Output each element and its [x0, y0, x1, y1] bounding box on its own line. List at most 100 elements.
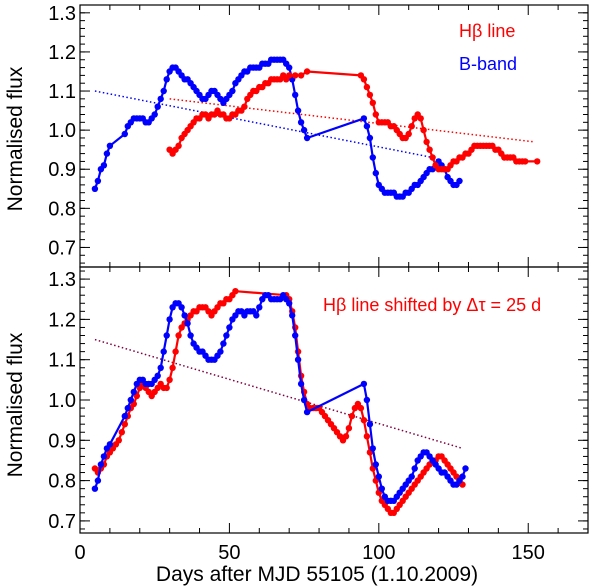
data-point — [342, 433, 350, 440]
data-point — [130, 388, 137, 396]
data-point — [127, 396, 134, 404]
data-point — [294, 107, 302, 114]
data-point — [106, 441, 114, 448]
data-point — [408, 123, 415, 130]
x-axis-title: Days after MJD 55105 (1.10.2009) — [156, 563, 478, 586]
data-point — [184, 320, 191, 327]
data-point — [292, 91, 299, 99]
data-point — [297, 380, 305, 388]
data-point — [357, 404, 365, 412]
data-point — [408, 473, 415, 480]
y-tick-label: 1.1 — [48, 350, 76, 372]
data-point — [420, 126, 427, 134]
data-point — [363, 433, 371, 440]
data-point — [303, 68, 311, 75]
data-point — [94, 177, 102, 185]
data-point — [163, 76, 170, 83]
plot-frame — [79, 4, 589, 268]
data-point — [378, 485, 385, 492]
data-point — [181, 312, 188, 319]
y-tick-label: 1.1 — [48, 81, 76, 103]
data-point — [417, 115, 424, 122]
data-point — [411, 465, 418, 472]
data-point — [286, 64, 293, 71]
data-point — [348, 412, 356, 420]
data-point — [256, 304, 263, 311]
data-point — [369, 445, 376, 452]
x-tick-label: 50 — [218, 542, 240, 564]
data-point — [303, 134, 311, 142]
data-point — [115, 437, 123, 444]
data-point — [360, 380, 368, 388]
data-point — [426, 146, 433, 153]
data-point — [100, 453, 108, 460]
data-point — [178, 304, 185, 311]
data-point — [232, 288, 239, 295]
data-point — [375, 473, 382, 480]
trend-line — [94, 90, 433, 159]
y-axis-title-top: Normalised flux — [4, 66, 27, 211]
data-point — [286, 300, 293, 307]
data-point — [286, 72, 293, 79]
data-point — [366, 421, 374, 428]
legend-hbeta: Hβ line — [459, 21, 515, 41]
x-tick-label: 150 — [512, 542, 545, 564]
y-tick-label: 1.3 — [48, 269, 76, 291]
data-point — [100, 162, 108, 169]
data-point — [121, 412, 128, 420]
data-point — [163, 332, 170, 339]
panel-top: 0.7 0.8 0.9 1.0 1.1 1.2 1.3 — [48, 3, 589, 268]
data-point — [157, 95, 164, 103]
x-tick-label: 100 — [362, 542, 395, 564]
data-point — [372, 461, 379, 468]
data-point — [160, 87, 167, 95]
data-point — [405, 130, 412, 138]
data-point — [369, 99, 376, 107]
data-point — [187, 332, 194, 339]
panel-bottom: 0.7 0.8 0.9 1.0 1.1 1.2 1.3 0 50 100 150 — [48, 266, 589, 564]
data-point — [175, 332, 182, 339]
data-point — [172, 348, 179, 355]
data-point — [223, 332, 230, 339]
data-point — [124, 404, 131, 412]
data-point — [363, 83, 371, 91]
legend-bband: B-band — [459, 54, 517, 74]
data-point — [106, 142, 114, 149]
y-tick-label: 1.2 — [48, 42, 76, 64]
data-point — [154, 103, 161, 110]
data-point — [297, 119, 305, 126]
data-point — [303, 408, 311, 416]
data-point — [154, 372, 161, 379]
data-point — [360, 76, 368, 83]
data-point — [253, 312, 260, 319]
y-axis-title-bottom: Normalised flux — [4, 332, 27, 477]
data-point — [294, 356, 302, 363]
data-point — [366, 91, 374, 99]
data-point — [360, 115, 368, 122]
data-point — [462, 465, 469, 472]
y-tick-label: 1.0 — [48, 390, 76, 412]
data-point — [121, 421, 128, 428]
y-tick-label: 0.8 — [48, 198, 76, 220]
data-point — [217, 348, 224, 355]
y-tick-label: 1.0 — [48, 120, 76, 142]
annotation-shift: Hβ line shifted by Δτ = 25 d — [323, 295, 541, 315]
data-point — [97, 461, 105, 468]
data-point — [118, 429, 126, 436]
data-point — [345, 425, 353, 432]
data-point — [241, 103, 248, 110]
data-point — [157, 364, 164, 371]
data-point — [229, 87, 236, 95]
data-point — [169, 364, 176, 371]
y-tick-label: 0.7 — [48, 511, 76, 533]
data-point — [292, 332, 299, 339]
data-point — [91, 485, 99, 492]
data-point — [534, 158, 541, 165]
data-point — [163, 384, 170, 392]
data-point — [91, 185, 99, 192]
y-tick-label: 0.7 — [48, 237, 76, 259]
data-point — [372, 111, 379, 118]
data-point — [226, 324, 233, 331]
data-point — [289, 312, 296, 319]
